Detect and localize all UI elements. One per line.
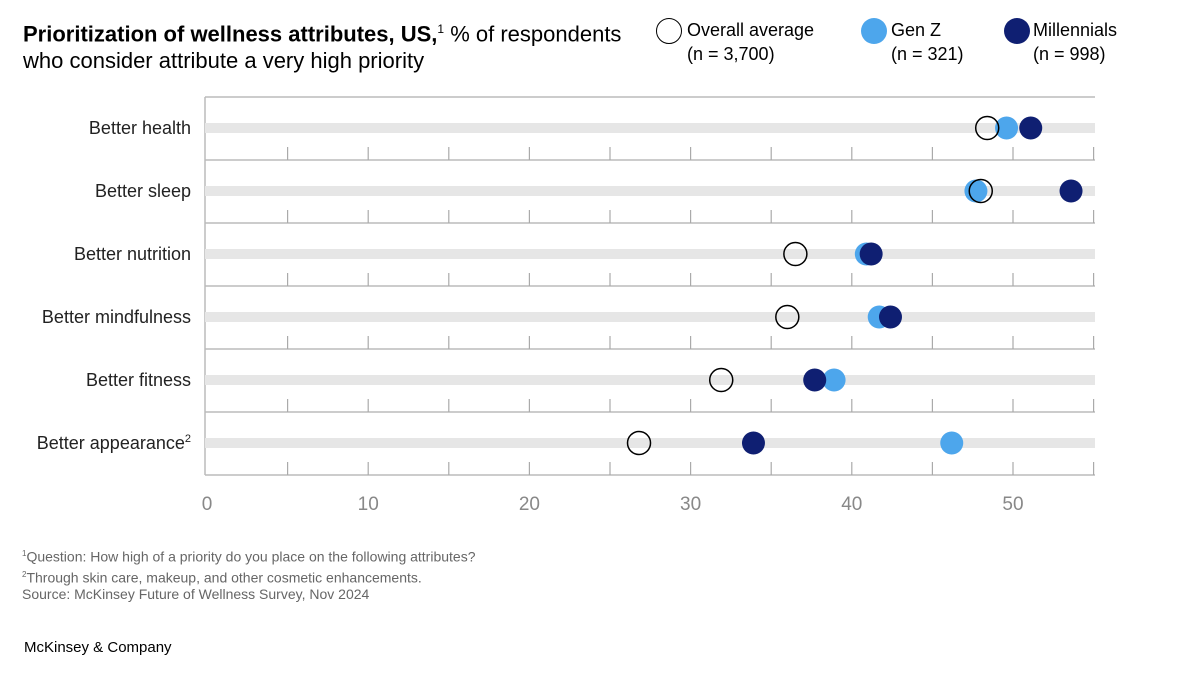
data-point-gen-z bbox=[940, 431, 964, 455]
data-point-millennials bbox=[878, 305, 902, 329]
data-point-millennials bbox=[1059, 179, 1083, 203]
row-track bbox=[205, 123, 1095, 133]
data-point-overall-average bbox=[775, 304, 800, 330]
x-tick-label: 10 bbox=[358, 494, 379, 515]
x-tick-label: 50 bbox=[1002, 494, 1023, 515]
category-label: Better sleep bbox=[95, 181, 191, 201]
legend-marker-millennials bbox=[1004, 18, 1030, 44]
legend-overall: Overall average (n = 3,700) bbox=[687, 20, 815, 64]
data-point-gen-z bbox=[822, 368, 846, 392]
category-label: Better appearance2 bbox=[37, 433, 191, 453]
category-label: Better mindfulness bbox=[42, 307, 191, 327]
data-point-millennials bbox=[803, 368, 827, 392]
row-track bbox=[205, 249, 1095, 259]
row-track bbox=[205, 312, 1095, 322]
x-tick-label: 0 bbox=[202, 494, 213, 515]
chart-title: Prioritization of wellness attributes, U… bbox=[23, 21, 622, 74]
footnote-2: 2Through skin care, makeup, and other co… bbox=[22, 569, 422, 586]
row-track bbox=[205, 375, 1095, 385]
legend-millennials: Millennials (n = 998) bbox=[1033, 20, 1118, 64]
legend-marker-genz bbox=[861, 18, 887, 44]
data-point-overall-average bbox=[626, 430, 652, 456]
legend-genz: Gen Z (n = 321) bbox=[891, 20, 964, 64]
data-point-overall-average bbox=[783, 241, 808, 267]
data-point-gen-z bbox=[995, 116, 1019, 140]
category-label: Better fitness bbox=[86, 370, 191, 390]
source-note: Source: McKinsey Future of Wellness Surv… bbox=[22, 586, 370, 603]
data-point-millennials bbox=[741, 431, 765, 455]
footnotes: 1Question: How high of a priority do you… bbox=[22, 545, 476, 603]
data-point-overall-average bbox=[968, 178, 994, 204]
data-point-millennials bbox=[1019, 116, 1043, 140]
footnote-1: 1Question: How high of a priority do you… bbox=[22, 548, 476, 565]
category-label: Better nutrition bbox=[74, 244, 191, 264]
data-point-overall-average bbox=[708, 367, 734, 393]
category-label: Better health bbox=[89, 118, 191, 138]
data-point-millennials bbox=[859, 242, 883, 266]
legend-marker-overall bbox=[656, 18, 682, 44]
x-tick-label: 40 bbox=[841, 494, 862, 515]
brand-logo: McKinsey & Company bbox=[24, 639, 172, 656]
x-tick-label: 20 bbox=[519, 494, 540, 515]
row-track bbox=[205, 186, 1095, 196]
x-tick-label: 30 bbox=[680, 494, 701, 515]
data-point-overall-average bbox=[974, 115, 1000, 141]
